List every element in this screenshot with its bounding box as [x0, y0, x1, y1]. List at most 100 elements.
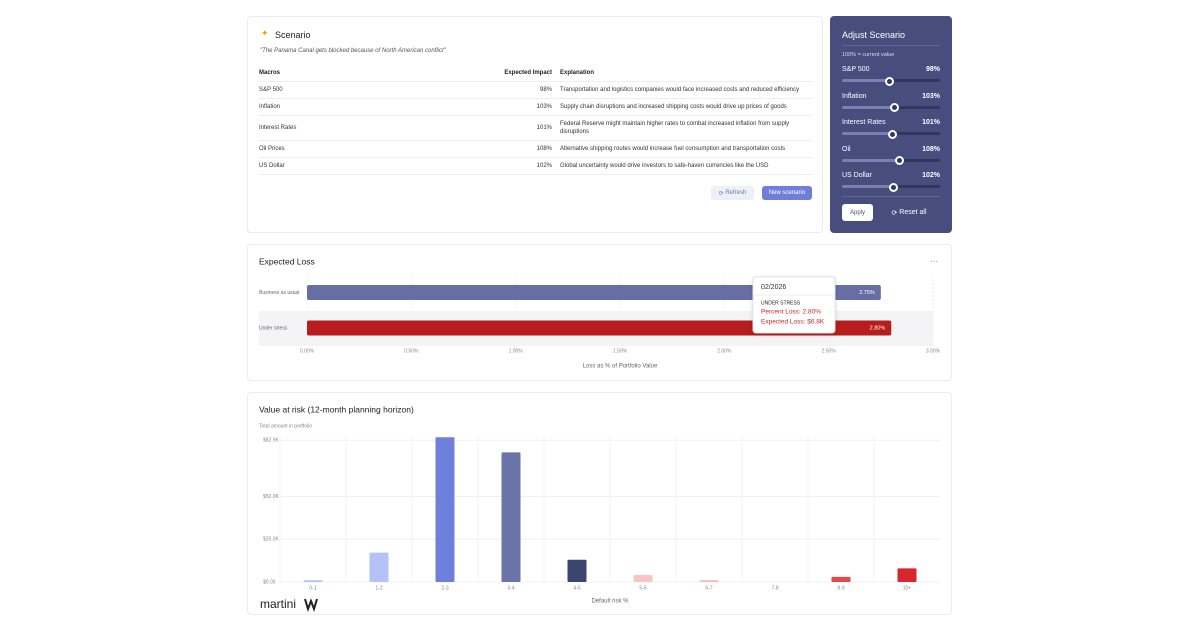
slider-name: Oil	[842, 145, 851, 153]
slider-fill	[842, 132, 892, 135]
header-cell: Explanation	[560, 65, 812, 82]
table-cell: 101%	[492, 115, 560, 141]
x-tick-label: 0-1	[309, 585, 316, 591]
x-tick-label: 1-2	[375, 585, 382, 591]
table-row: Interest Rates 101% Federal Reserve might …	[259, 115, 812, 141]
x-tick-label: 3-4	[507, 585, 514, 591]
tooltip	[752, 276, 836, 334]
tooltip-title: 02/2026	[761, 284, 786, 291]
table-cell: 102%	[492, 157, 560, 175]
x-tick-label: 5-6	[639, 585, 646, 591]
x-tick-label: 6-7	[705, 585, 712, 591]
bar	[307, 285, 881, 300]
y-tick-label: $82.9K	[263, 438, 280, 444]
y-tick-label: $0.00	[263, 579, 276, 585]
y-tick-label: Under stress	[259, 325, 288, 331]
table-row: Oil Prices 108% Alternative shipping route…	[259, 140, 812, 158]
slider-name: Interest Rates	[842, 119, 886, 126]
table-header: Macros Expected Impact Explanation	[259, 65, 812, 82]
table-cell: Federal Reserve might maintain higher ra…	[560, 115, 812, 141]
y-tick-label: $50.0K	[263, 494, 280, 500]
x-axis-label: Loss as % of Portfolio Value	[583, 364, 658, 370]
button-label: Refresh	[725, 190, 747, 196]
x-tick-label: 1.50%	[613, 348, 628, 354]
tooltip-series: UNDER STRESS	[761, 300, 801, 306]
new-scenario-button[interactable]: New scenario	[762, 186, 812, 200]
bar	[303, 580, 323, 582]
scenario-card: ✦ Scenario "The Panama Canal gets blocke…	[247, 16, 823, 233]
slider-knob	[888, 182, 898, 192]
table-cell: Inflation	[259, 98, 492, 116]
bar	[897, 568, 917, 582]
divider	[842, 45, 940, 46]
reset-button[interactable]: ⟳ Reset all	[891, 209, 927, 217]
slider-knob	[889, 103, 899, 112]
adjust-note: 100% = current value	[842, 52, 895, 58]
table-cell: 108%	[492, 140, 560, 158]
slider-value: 102%	[922, 172, 940, 179]
scenario-title: Scenario	[275, 30, 311, 40]
chart-title: Expected Loss	[259, 256, 315, 266]
x-tick-label: 2-3	[441, 585, 448, 591]
chart-title: Value at risk (12-month planning horizon…	[259, 404, 414, 414]
x-tick-label: 7-8	[771, 585, 778, 591]
slider-value: 101%	[922, 119, 940, 126]
table-cell: Oil Prices	[259, 140, 492, 158]
slider-knob	[894, 156, 904, 165]
bar	[633, 574, 653, 582]
slider-value: 103%	[922, 92, 940, 100]
table-cell: Global uncertainty would drive investors…	[560, 157, 812, 175]
bar	[567, 559, 587, 582]
button-label: Reset all	[899, 209, 927, 216]
scenario-quote: "The Panama Canal gets blocked because o…	[260, 48, 446, 54]
slider-fill	[842, 185, 893, 188]
bar	[831, 576, 851, 582]
table-cell: S&P 500	[259, 81, 492, 99]
table-cell: Alternative shipping routes would increa…	[560, 140, 812, 158]
slider-knob	[885, 76, 895, 86]
table-row: Inflation 103% Supply chain disruptions an…	[259, 98, 812, 116]
bar	[699, 580, 719, 582]
slider-value: 108%	[922, 145, 940, 153]
x-tick-label: 0.50%	[404, 348, 419, 354]
tooltip-line: Percent Loss: 2.80%	[761, 309, 821, 316]
sparkle-icon: ✦	[261, 28, 269, 38]
x-tick-label: 8-9	[837, 585, 844, 591]
bar	[501, 452, 521, 582]
refresh-button[interactable]: ⟳ Refresh	[711, 186, 754, 200]
chart-subtitle: Total amount in portfolio	[259, 423, 312, 429]
adjust-title: Adjust Scenario	[842, 30, 906, 40]
scenario-table: Macros Expected Impact Explanation S&P 500 9…	[259, 65, 812, 175]
slider-fill	[842, 79, 890, 82]
value-label: 2.75%	[859, 290, 875, 296]
table-row: S&P 500 98% Transportation and logistics c…	[259, 81, 812, 99]
table-cell: Interest Rates	[259, 115, 492, 141]
x-tick-label: 3.00%	[926, 348, 941, 354]
bar	[435, 437, 455, 582]
table-cell: Supply chain disruptions and increased s…	[560, 98, 812, 116]
x-tick-label: 1.00%	[509, 348, 524, 354]
x-tick-label: 4-5	[573, 585, 580, 591]
divider	[842, 196, 940, 197]
apply-button[interactable]: Apply	[842, 204, 873, 221]
value-label: 2.80%	[870, 325, 886, 331]
x-tick-label: 2.50%	[822, 348, 837, 354]
slider-fill	[842, 105, 894, 109]
slider-name: Inflation	[842, 92, 867, 100]
table-cell: Transportation and logistics companies w…	[560, 81, 812, 99]
x-tick-label: 0.00%	[300, 348, 315, 354]
slider-name: S&P 500	[842, 66, 870, 73]
table-row: US Dollar 102% Global uncertainty would dr…	[259, 157, 812, 175]
table-cell: 98%	[492, 81, 560, 99]
x-axis-label: Default risk %	[591, 599, 629, 605]
table-cell: 103%	[492, 98, 560, 116]
slider-name: US Dollar	[842, 172, 872, 179]
button-label: Apply	[849, 209, 865, 216]
x-tick-label: 2.00%	[717, 348, 732, 354]
slider-value: 98%	[925, 66, 940, 73]
bar	[307, 320, 892, 336]
menu-icon[interactable]: ···	[930, 257, 938, 266]
slider-knob	[887, 129, 897, 139]
